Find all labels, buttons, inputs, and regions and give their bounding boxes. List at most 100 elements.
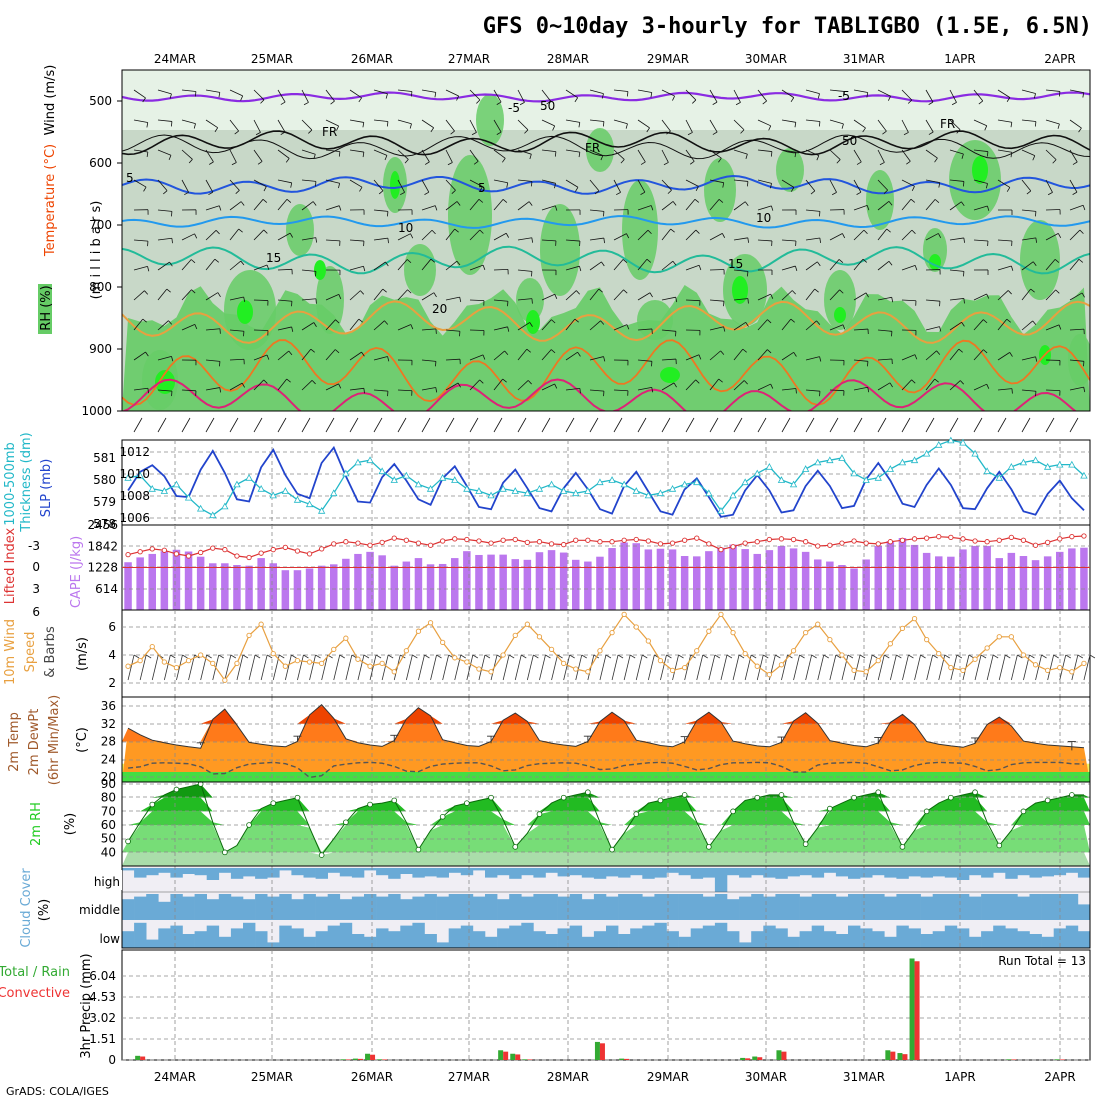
wind-barb-feather: [163, 190, 168, 195]
wind-barb: [493, 89, 502, 103]
wind-barb-feather: [231, 162, 237, 166]
thickness-point: [1007, 462, 1016, 470]
wind-barb: [1045, 233, 1059, 241]
wind-barb: [445, 89, 459, 97]
cloud-high-cell: [872, 868, 885, 876]
cloud-cell: [158, 901, 171, 920]
thickness-point: [632, 487, 640, 494]
wind-barb: [1045, 324, 1060, 331]
wind-barb: [853, 179, 862, 193]
lifted-index-point: [234, 553, 240, 559]
wind-barb: [589, 89, 604, 95]
date-label-top: 30MAR: [745, 52, 787, 66]
wind-barb: [541, 383, 555, 391]
rh-dry-band: [122, 70, 1090, 130]
wind-barb-feather: [266, 264, 270, 270]
wind-barb: [397, 119, 412, 125]
precip-total-bar: [352, 1058, 358, 1060]
wind-barb: [1069, 179, 1078, 193]
wind-barb: [551, 654, 558, 681]
wind-barb: [445, 201, 458, 211]
cloud-high-cell: [714, 868, 728, 892]
surface-wind-barb: [829, 417, 839, 433]
wind-barb-feather: [147, 266, 150, 272]
wind-barb-feather: [286, 198, 292, 203]
rh-point: [343, 819, 349, 826]
wind-barb: [205, 292, 219, 301]
wind-barb: [445, 260, 458, 271]
wind-barb-feather: [714, 654, 721, 659]
wind-barb-feather: [454, 228, 459, 233]
lifted-index-point: [827, 542, 833, 548]
wind-barb: [133, 239, 148, 242]
rh-point: [246, 822, 252, 828]
wind-barb-feather: [191, 289, 196, 294]
thickness-point: [245, 473, 253, 481]
wind-barb-feather: [795, 388, 797, 394]
wind-barb-feather: [459, 297, 462, 303]
wind-barb: [637, 229, 649, 241]
cloud-cell: [182, 896, 195, 920]
temp-label-b: 2m DewPt: [27, 709, 42, 776]
surface-wind-barb: [373, 417, 383, 433]
cape-bar: [136, 557, 144, 610]
lifted-index-point: [161, 547, 168, 553]
wind-barb: [517, 119, 529, 131]
cloud-high-cell: [956, 868, 970, 880]
precip-panel-frame: [121, 949, 1091, 1061]
wind-barb-feather: [615, 191, 621, 196]
wind-barb-feather: [879, 162, 885, 166]
cloud-cell: [533, 931, 546, 948]
surface-wind-barb: [565, 417, 575, 433]
wind-barb-feather: [747, 181, 749, 187]
thickness-point: [995, 473, 1003, 481]
precip-convective-bar: [1059, 1059, 1065, 1060]
wind-barb-feather: [791, 290, 796, 295]
lifted-index-point: [924, 535, 930, 541]
thickness-point: [414, 480, 423, 488]
thickness-point: [402, 471, 411, 479]
wind-barb-feather: [810, 190, 816, 195]
wind-barb: [229, 119, 239, 132]
wind-panel-frame: [121, 609, 1091, 698]
cape-bar: [777, 545, 786, 610]
cloud-cell: [206, 925, 220, 948]
wind-barb-feather: [963, 237, 965, 243]
wind-speed-point: [258, 621, 264, 627]
wind-barb: [877, 382, 891, 391]
wind-barb: [685, 179, 699, 187]
rh-patch: [476, 94, 504, 146]
wind-barb: [997, 352, 1010, 361]
wind-barb-feather: [603, 356, 606, 362]
rh-point: [173, 786, 180, 793]
cloud-high-cell: [230, 868, 244, 879]
wind-barb-feather: [695, 229, 700, 234]
wind-barb: [709, 179, 724, 184]
wind-barb-feather: [816, 320, 821, 325]
thickness-point: [1031, 456, 1040, 464]
cape-tick-label: 1842: [87, 539, 118, 553]
precip-total-bar: [885, 1050, 891, 1060]
cape-bar: [801, 551, 810, 610]
wind-barb-feather: [456, 260, 461, 266]
rh-point: [899, 844, 906, 850]
wind-barb-feather: [938, 182, 941, 188]
wind-barb-feather: [215, 230, 220, 235]
lifted-index-point: [561, 541, 567, 548]
cloud-cell: [497, 899, 510, 920]
cloud-high-cell: [666, 868, 679, 873]
wind-barb-feather: [642, 654, 648, 659]
cloud-panel-frame: [121, 865, 1091, 949]
wind-barb: [949, 201, 962, 211]
cloud-high-cell: [146, 868, 159, 876]
wind-barb-feather: [598, 288, 603, 293]
isotherm-label: 50: [540, 99, 555, 113]
wind-barb-feather: [266, 354, 270, 360]
precip-convective-bar: [890, 1051, 896, 1060]
thickness-point: [874, 473, 882, 481]
wind-barb: [1069, 89, 1084, 93]
wind-barb: [853, 292, 867, 301]
isotherm-label: 15: [728, 257, 743, 271]
wind-barb: [181, 179, 190, 193]
